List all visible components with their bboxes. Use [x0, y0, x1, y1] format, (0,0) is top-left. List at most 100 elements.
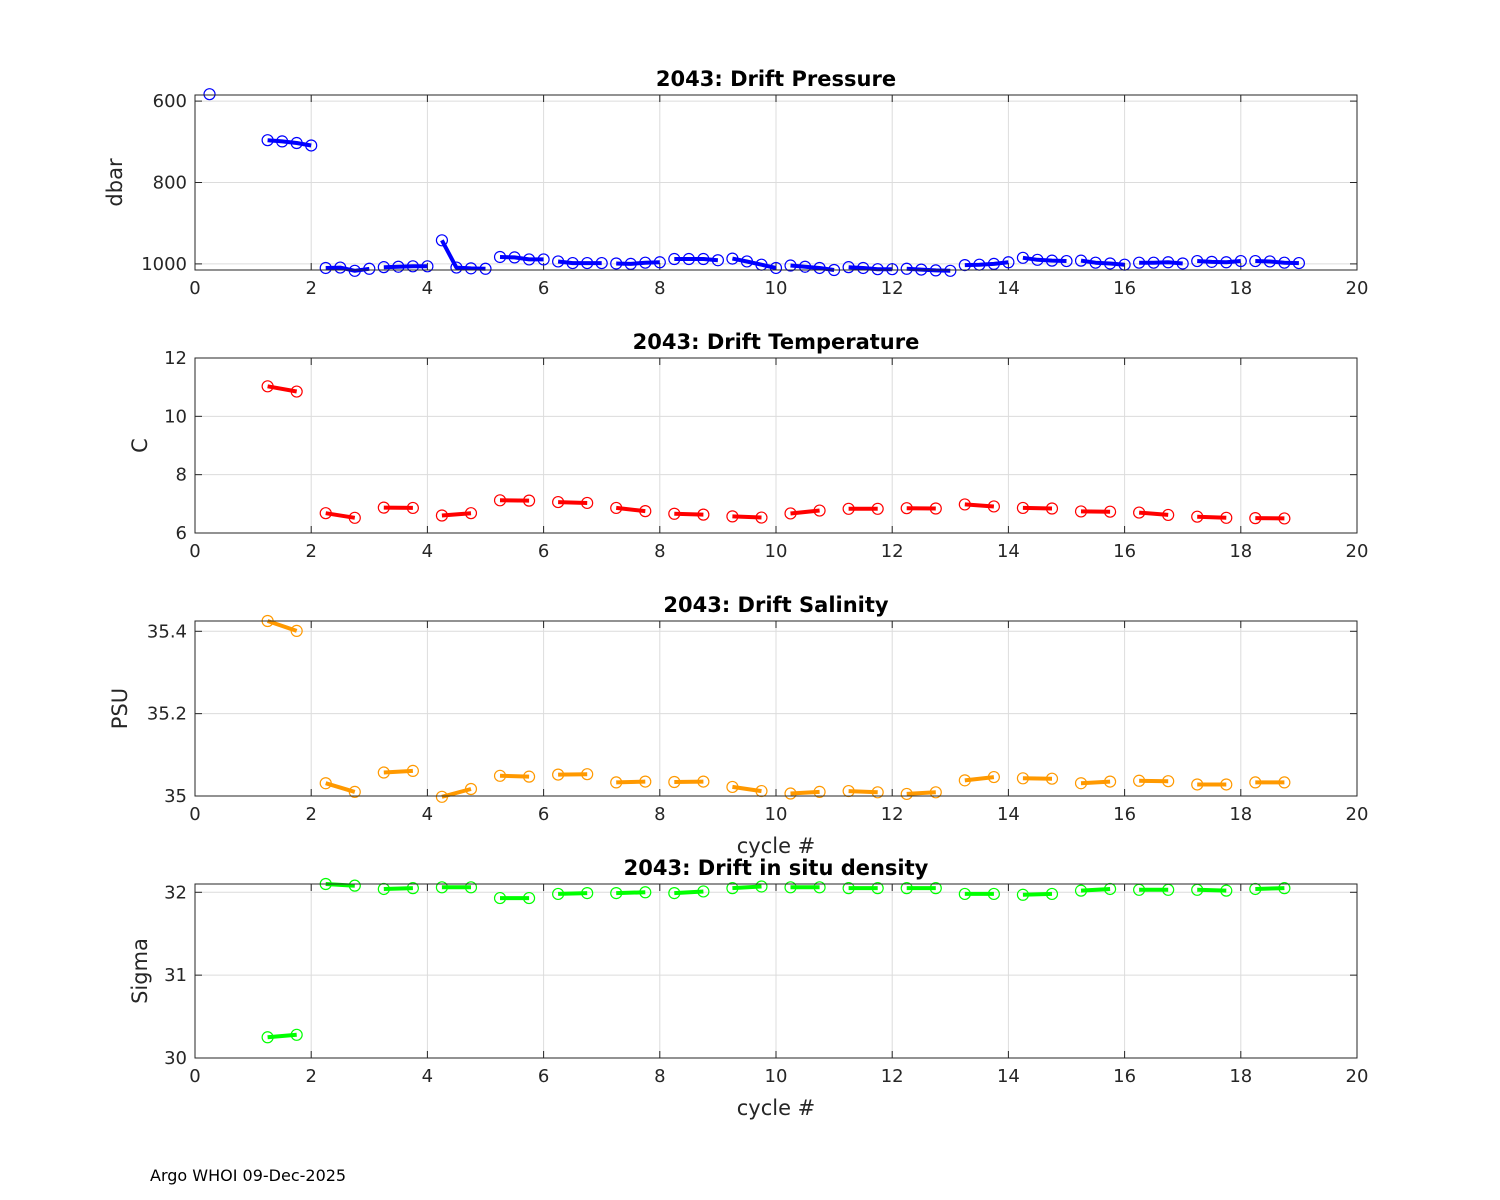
panel-2-data-point: [1045, 502, 1059, 515]
panel-1-data-point: [682, 252, 695, 266]
panel-3-data-point: [1074, 777, 1088, 790]
panel-2-data-point: [610, 501, 623, 515]
panel-1-data-point: [857, 261, 870, 275]
panel-1-data-point: [1162, 256, 1175, 269]
panel-4-data-point: [552, 887, 565, 901]
panel-1-series-line: [616, 260, 660, 266]
panel-2-y-tick-label: 8: [176, 465, 187, 486]
panel-2-x-tick-label: 18: [1229, 541, 1252, 562]
panel-4-y-tick-label: 31: [164, 965, 187, 986]
panel-1-data-point: [1103, 257, 1117, 270]
panel-2-data-point: [813, 504, 826, 517]
panel-2-series-line: [325, 511, 356, 520]
panel-4-x-tick-label: 2: [305, 1066, 316, 1087]
panel-3-data-point: [377, 766, 390, 779]
panel-4-data-point: [726, 882, 739, 895]
panel-4-data-point: [1278, 882, 1291, 895]
panel-4-y-tick-label: 30: [164, 1048, 187, 1069]
panel-3-data-point: [406, 764, 419, 777]
panel-3-data-point: [1191, 778, 1204, 791]
panel-3-series-line: [616, 779, 646, 785]
panel-2-data-point: [290, 385, 303, 398]
panel-1-data-point: [261, 134, 274, 147]
panel-3-x-tick-label: 18: [1229, 804, 1252, 825]
panel-1-x-tick-label: 20: [1346, 278, 1369, 299]
panel-1-series-line: [964, 260, 1009, 268]
panel-2-data-point: [1220, 511, 1233, 524]
panel-1-data-point: [842, 261, 855, 274]
panel-2-data-point: [755, 511, 768, 524]
panel-1-data-point: [624, 257, 637, 270]
panel-1-data-point: [508, 251, 521, 264]
panel-2-series-line: [615, 505, 646, 514]
panel-2-y-tick-label: 6: [176, 523, 187, 544]
panel-3-x-tick-label: 20: [1346, 804, 1369, 825]
panel-1-series-line: [848, 265, 893, 272]
panel-1-x-tick-label: 12: [881, 278, 904, 299]
panel-4-data-point: [784, 881, 797, 894]
panel-1-series-line: [1080, 258, 1125, 267]
panel-1-data-point: [464, 262, 478, 275]
panel-2-data-point: [348, 511, 361, 524]
panel-1-data-point: [871, 263, 884, 276]
panel-1-data-point: [653, 256, 666, 269]
panel-1-data-point: [334, 261, 347, 274]
panel-3-series-line: [732, 784, 762, 794]
panel-1-series-line: [790, 263, 835, 272]
panel-1-data-point: [522, 253, 536, 266]
panel-4-data-point: [290, 1028, 303, 1041]
panel-2-data-point: [435, 509, 449, 522]
panel-2-x-tick-label: 6: [538, 541, 549, 562]
panel-2-series-line: [674, 511, 704, 517]
panel-3-y-tick-label: 35: [164, 786, 187, 807]
panel-1-data-point: [1191, 254, 1204, 268]
panel-4-data-point: [668, 887, 681, 900]
panel-3-data-point: [929, 786, 942, 799]
panel-1-data-point: [1074, 254, 1088, 267]
panel-4-data-point: [697, 885, 710, 898]
panel-1-data-point: [203, 88, 216, 101]
panel-1-data-point: [1292, 256, 1306, 270]
panel-4-data-point: [1074, 884, 1088, 897]
panel-4-x-tick-label: 10: [765, 1066, 788, 1087]
panel-3-series-line: [383, 768, 414, 775]
panel-4-axes-box: [194, 883, 1358, 1059]
panel-1-series-line: [267, 138, 312, 148]
panel-2-x-tick-label: 0: [189, 541, 200, 562]
panel-1-data-point: [697, 252, 710, 266]
panel-3-data-point: [1133, 774, 1146, 787]
panel-4-series-line: [674, 889, 704, 896]
panel-4-series-line: [616, 890, 646, 896]
panel-3-series-line: [964, 775, 995, 783]
panel-3-series-line: [1080, 779, 1111, 786]
panel-4-data-point: [348, 879, 361, 892]
panel-1-data-point: [435, 234, 449, 247]
panel-1-y-tick-label: 800: [153, 173, 187, 194]
panel-1-data-point: [711, 254, 725, 267]
panel-2-x-tick-label: 14: [997, 541, 1020, 562]
panel-3-data-point: [1045, 772, 1059, 785]
panel-2-x-tick-label: 8: [654, 541, 665, 562]
panel-1-data-point: [726, 252, 739, 265]
panel-1-data-point: [421, 260, 434, 273]
panel-3-data-point: [900, 787, 913, 801]
panel-3-data-point: [1016, 772, 1030, 785]
panel-4-series-line: [1022, 891, 1053, 897]
panel-4-data-point: [261, 1031, 274, 1044]
panel-3-axes-box: [194, 620, 1358, 797]
panel-4-series-line: [1255, 886, 1285, 891]
panel-2-data-point: [581, 496, 594, 510]
panel-1-data-point: [290, 136, 303, 150]
panel-2-data-point: [493, 494, 507, 507]
panel-2-series-line: [558, 500, 588, 505]
panel-4-data-point: [1103, 882, 1117, 896]
panel-1-y-axis-label: dbar: [103, 158, 127, 207]
panel-3-data-point: [958, 774, 971, 787]
panel-3-title: 2043: Drift Salinity: [663, 593, 889, 617]
panel-3-series-line: [499, 773, 530, 779]
panel-4-data-point: [929, 882, 942, 895]
panel-1-data-point: [581, 256, 594, 270]
panel-2-data-point: [929, 502, 942, 515]
panel-2-data-point: [871, 502, 884, 515]
panel-4-data-point: [871, 882, 884, 895]
